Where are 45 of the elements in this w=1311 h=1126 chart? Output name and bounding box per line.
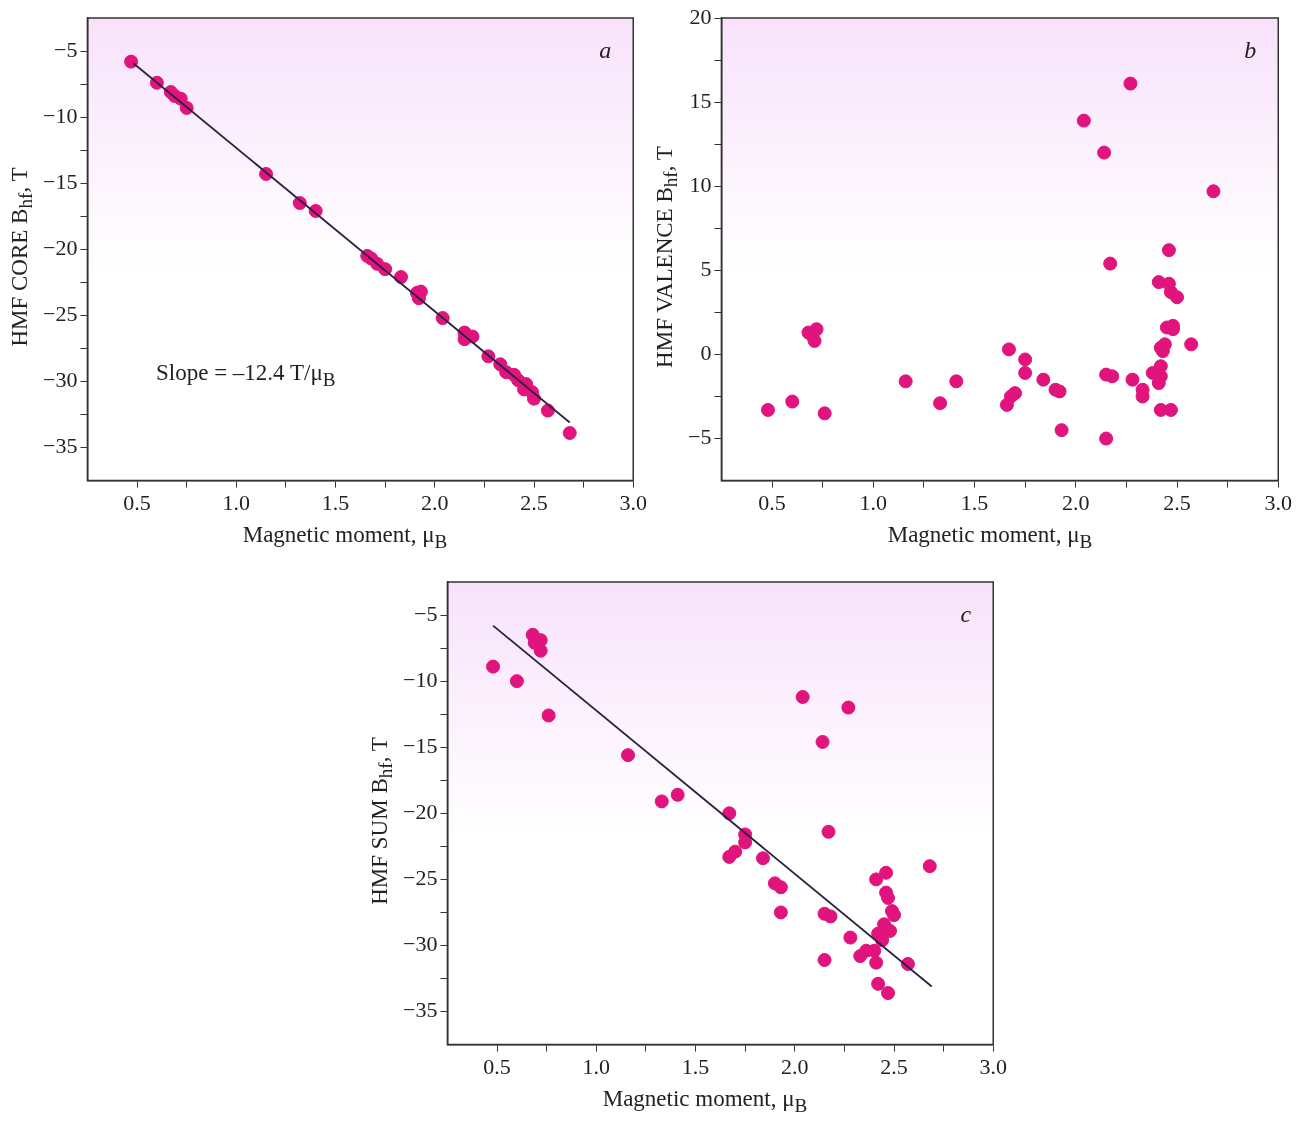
x-axis-title: Magnetic moment, μ$_{B}$	[601, 1086, 809, 1117]
text: a	[599, 37, 612, 64]
x-tick-label: 0.5	[758, 489, 786, 515]
x-tick-label: 0.5	[483, 1053, 511, 1079]
x-tick-label: 1.5	[681, 1053, 710, 1079]
y-tick-label: 15	[689, 87, 712, 113]
y-tick-label: −20	[402, 799, 438, 825]
y-tick-label: −30	[402, 931, 438, 957]
text: c	[960, 601, 972, 628]
x-tick-label: 0.5	[123, 489, 151, 515]
y-tick-label: 0	[700, 340, 712, 366]
x-tick-label: 1.5	[321, 489, 350, 515]
y-tick-label: −15	[402, 733, 438, 758]
y-tick-label: −5	[413, 600, 438, 626]
x-tick-label: 2.5	[520, 489, 548, 515]
y-tick-label: −25	[42, 301, 78, 327]
y-tick-label: −30	[42, 367, 78, 393]
text: b	[1244, 37, 1257, 64]
y-tick-label: −5	[687, 424, 712, 450]
x-tick-label: 2.0	[781, 1053, 809, 1079]
y-tick-label: −5	[53, 36, 78, 62]
x-tick-label: 2.5	[880, 1053, 908, 1079]
y-tick-label: −10	[402, 666, 438, 692]
x-tick-label: 1.0	[222, 489, 251, 515]
x-tick-label: 3.0	[979, 1053, 1007, 1079]
x-tick-label: 3.0	[1264, 489, 1292, 515]
x-axis-title: Magnetic moment, μ$_{B}$	[241, 522, 449, 553]
x-axis-title: Magnetic moment, μ$_{B}$	[886, 522, 1094, 553]
annotation: Slope = –12.4 T/μ$_{B}$	[156, 360, 336, 391]
x-tick-label: 3.0	[619, 489, 647, 515]
y-tick-label: −20	[42, 235, 78, 261]
y-tick-label: 10	[689, 172, 712, 197]
x-tick-label: 1.5	[960, 489, 989, 515]
x-tick-label: 1.0	[582, 1053, 611, 1079]
y-tick-label: 20	[689, 3, 712, 29]
x-tick-label: 2.0	[1062, 489, 1090, 515]
y-tick-label: −15	[42, 169, 78, 194]
y-tick-label: −35	[42, 433, 78, 459]
y-tick-label: 5	[700, 256, 712, 282]
x-tick-label: 2.0	[421, 489, 449, 515]
x-tick-label: 1.0	[859, 489, 888, 515]
y-tick-label: −35	[402, 997, 438, 1023]
x-tick-label: 2.5	[1163, 489, 1191, 515]
y-tick-label: −25	[402, 865, 438, 891]
y-tick-label: −10	[42, 102, 78, 128]
